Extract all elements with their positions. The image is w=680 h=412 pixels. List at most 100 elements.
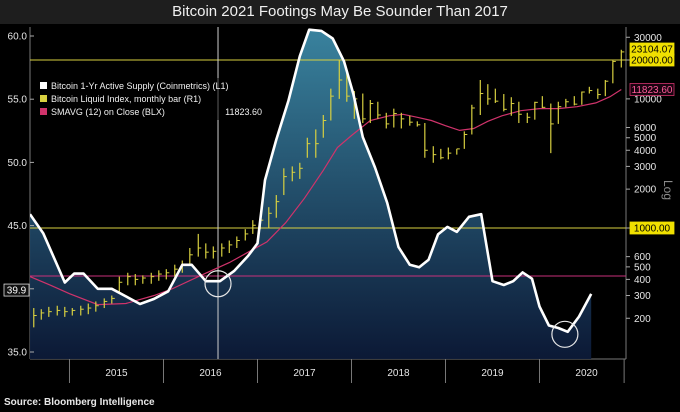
x-tick-label: 2016 [199,368,222,379]
y-right-tick-label: 30000 [634,33,662,44]
price-bar [71,308,76,316]
price-bar [573,96,578,106]
legend-label-2: SMAVG (12) on Close (BLX) [51,107,165,117]
active-supply-fill [30,29,592,359]
y-right-tick-label: 300 [634,291,651,302]
y-left-tick-label: 35.0 [8,348,28,359]
legend-swatch-0 [40,82,47,89]
y-right-tick-label: 5000 [634,133,657,144]
price-bar [620,49,625,68]
price-bar [510,97,515,116]
price-bar [111,295,115,304]
x-tick-label: 2019 [481,368,504,379]
price-bar [385,112,390,129]
price-bar [174,264,178,277]
y-left-tick-label: 45.0 [8,221,28,232]
price-bar [322,115,327,138]
y-right-tick-label: 200 [634,314,651,325]
price-bar [369,100,374,124]
y-right-value-box-1 [629,53,675,67]
y-left-value-box [3,283,30,297]
y-left-tick-label: 55.0 [8,95,28,106]
price-bar [189,248,193,265]
price-bar [456,148,460,155]
price-bar [158,270,162,281]
y-left-tick-label: 60.0 [8,32,28,43]
price-bar [526,112,531,124]
price-bar [87,303,92,315]
price-bar [103,298,108,309]
price-bar [127,272,131,286]
price-bar [244,229,249,241]
legend: Bitcoin 1-Yr Active Supply (Coinmetrics)… [34,78,280,120]
price-bar [330,88,334,121]
legend-label-1: Bitcoin Liquid Index, monthly bar (R1) [51,94,201,104]
y-right-value-box-2 [629,83,675,96]
price-bar [95,301,99,312]
legend-swatch-1 [40,95,47,102]
x-tick-label: 2015 [105,368,128,379]
price-bar [487,84,491,105]
price-bar [252,220,256,234]
y-right-value-label-1: 20000.00 [631,56,673,67]
y-right-tick-label: 500 [634,262,651,273]
price-bar [118,276,123,292]
price-bar [597,88,601,99]
y-right-tick-label: 3000 [634,162,657,173]
y-right-tick-label: 10000 [634,94,662,105]
price-bar [299,162,303,179]
price-bar [48,306,52,317]
y-right-value-label-0: 23104.07 [631,45,673,56]
price-bar [197,233,202,257]
chart-title: Bitcoin 2021 Footings May Be Sounder Tha… [0,0,680,24]
x-axis: 2015 2016 2017 2018 2019 2020 [68,359,625,383]
price-bar [494,88,499,103]
y-right-value-box-3 [629,221,675,235]
price-bar [268,207,272,228]
price-bar [447,147,452,160]
y-right-value-label-2: 11823.60 [632,85,673,96]
price-bar [315,129,319,158]
legend-value-2: 11823.60 [225,107,262,117]
y-right-tick-label: 400 [634,275,651,286]
price-bar [362,93,366,124]
price-bar [150,272,155,284]
price-bar [236,236,240,249]
price-bar [221,243,225,257]
price-bar [338,60,343,99]
y-axis-left: 60.055.050.045.040.035.039.9 [3,32,34,359]
price-bar [205,243,209,259]
legend-label-0: Bitcoin 1-Yr Active Supply (Coinmetrics)… [51,81,229,91]
legend-swatch-2 [40,108,47,115]
y-left-tick-label: 50.0 [8,158,28,169]
price-bar [306,137,311,158]
price-bar [479,80,484,116]
y-right-value-label-3: 1000.00 [634,224,671,235]
active-supply-path [30,28,593,334]
price-bar [557,101,562,124]
price-bar [432,146,437,163]
x-tick-label: 2018 [387,368,410,379]
price-bar [416,121,421,127]
price-bar [40,309,45,320]
price-bar [283,168,287,196]
price-bar [212,246,217,259]
price-bar [409,115,413,126]
price-bar [165,269,170,280]
y-right-axis-label: Log [661,180,675,200]
price-bars [33,49,625,328]
price-bar [604,80,609,97]
source-note: Source: Bloomberg Intelligence [4,397,155,408]
highlight-circle-0 [204,270,232,298]
price-bar [142,275,146,284]
active-supply-area [30,29,592,359]
y-axis-right: 3000020000100006000500040003000200010006… [626,33,675,325]
price-bar [565,98,569,108]
legend-box [34,78,280,120]
y-right-tick-label: 2000 [634,185,657,196]
highlight-circles [204,270,579,348]
price-bar [377,101,381,119]
price-bar [80,305,84,316]
price-bar [440,148,444,160]
